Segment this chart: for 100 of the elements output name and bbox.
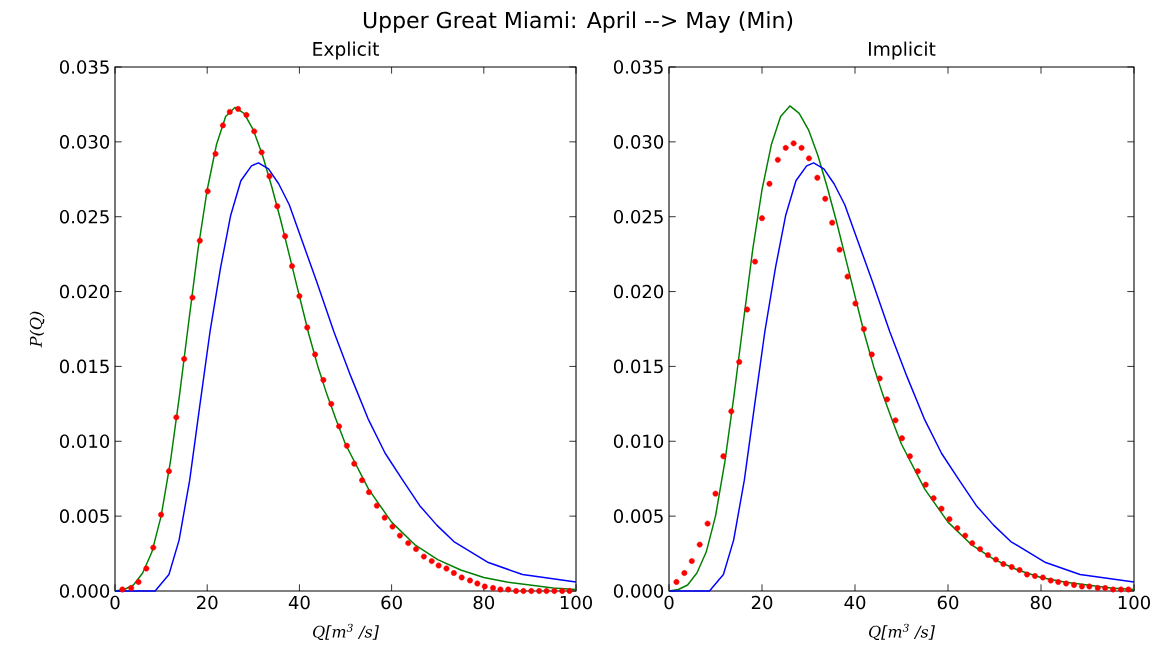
point	[373, 502, 380, 509]
point	[528, 588, 535, 594]
x-tick-label: 100	[560, 595, 592, 610]
point	[343, 442, 350, 449]
point	[405, 540, 412, 547]
point	[977, 546, 984, 552]
point	[328, 400, 335, 407]
point	[673, 579, 680, 585]
point	[790, 140, 797, 147]
point	[954, 525, 961, 532]
point	[296, 293, 303, 299]
point	[728, 408, 735, 415]
point	[497, 586, 504, 593]
point	[450, 570, 457, 576]
point	[696, 541, 703, 548]
point	[173, 414, 180, 421]
x-tick-label: 20	[197, 595, 218, 610]
y-axis-title: P(Q)	[29, 311, 45, 348]
y-tick-label: 0.035	[59, 60, 109, 74]
point	[559, 588, 566, 594]
point	[1032, 573, 1038, 579]
point	[420, 553, 427, 560]
point	[481, 583, 488, 590]
y-tick-label: 0.015	[613, 359, 663, 374]
point	[946, 516, 953, 523]
x-tick-label: 60	[381, 595, 402, 610]
y-tick-label: 0.010	[613, 434, 664, 449]
chart-title: Upper Great Miami: April --> May (Min)	[363, 11, 793, 33]
y-tick-label: 0.015	[59, 359, 109, 374]
point	[1024, 571, 1030, 578]
point	[251, 128, 258, 135]
point	[413, 546, 419, 552]
point	[930, 495, 937, 502]
point	[150, 544, 157, 551]
point	[128, 585, 135, 591]
point	[1118, 586, 1124, 593]
point	[266, 173, 273, 180]
point	[969, 540, 976, 547]
x-tick-label: 100	[1118, 595, 1150, 610]
point	[181, 356, 188, 362]
point	[1016, 567, 1023, 573]
point	[744, 306, 751, 313]
x-tick-label: 40	[288, 595, 310, 610]
point	[798, 144, 805, 151]
point	[1125, 586, 1132, 593]
point	[189, 294, 196, 301]
point	[166, 468, 172, 475]
point	[458, 574, 465, 581]
point	[336, 423, 342, 430]
point	[704, 520, 711, 527]
point	[543, 588, 550, 594]
point	[505, 586, 512, 593]
point	[1102, 585, 1109, 591]
point	[922, 481, 929, 488]
y-tick-label: 0.020	[59, 284, 110, 299]
y-tick-label: 0.005	[613, 509, 663, 523]
y-tick-label: 0.035	[613, 60, 663, 74]
point	[736, 358, 743, 365]
point	[219, 122, 226, 129]
point	[906, 453, 913, 460]
point	[844, 273, 851, 280]
point	[143, 565, 150, 572]
point	[513, 588, 520, 594]
point	[258, 149, 265, 156]
x-tick-label: 0	[110, 595, 120, 610]
point	[212, 150, 219, 157]
point	[884, 396, 891, 403]
point	[366, 489, 372, 496]
point	[985, 552, 991, 558]
point	[196, 237, 203, 244]
point	[822, 195, 829, 202]
x-tick-label: 0	[664, 595, 674, 610]
point	[428, 558, 435, 564]
x-tick-label: 80	[1030, 595, 1052, 610]
point	[766, 180, 773, 187]
point	[829, 219, 836, 226]
point	[119, 586, 126, 593]
chart-subtitle: Explicit	[313, 41, 380, 60]
point	[1110, 586, 1117, 593]
point	[860, 326, 867, 332]
point	[235, 105, 242, 112]
point	[289, 263, 295, 270]
point	[992, 556, 999, 563]
point	[351, 460, 358, 467]
point	[158, 511, 165, 518]
y-tick-label: 0.020	[613, 284, 664, 299]
point	[782, 144, 789, 151]
point	[1039, 574, 1046, 581]
x-tick-label: 60	[937, 595, 959, 610]
point	[759, 215, 765, 222]
point	[876, 375, 883, 382]
x-tick-label: 80	[473, 595, 495, 610]
point	[536, 588, 543, 594]
point	[443, 565, 450, 572]
point	[396, 532, 403, 539]
point	[474, 580, 481, 587]
point	[490, 585, 496, 591]
point	[467, 577, 473, 584]
point	[566, 588, 573, 594]
point	[551, 588, 558, 594]
